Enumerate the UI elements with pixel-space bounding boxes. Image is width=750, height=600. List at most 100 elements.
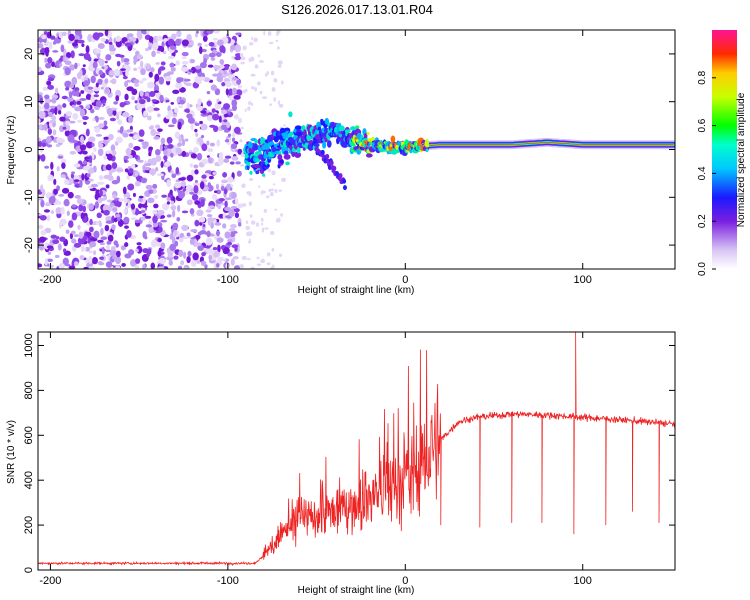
noise-speckle [231, 63, 237, 71]
noise-speckle [170, 200, 175, 205]
noise-speckle [98, 143, 104, 148]
noise-speckle [224, 206, 232, 212]
noise-speckle [104, 30, 109, 37]
noise-speckle [157, 173, 165, 177]
noise-speckle [87, 86, 94, 90]
noise-speckle [100, 37, 107, 42]
noise-speckle [81, 43, 85, 47]
noise-speckle [65, 52, 72, 59]
noise-speckle [134, 171, 139, 177]
noise-speckle [76, 198, 84, 205]
noise-speckle [110, 144, 116, 152]
noise-speckle [124, 42, 132, 47]
noise-speckle [95, 82, 99, 88]
noise-speckle [107, 153, 113, 161]
noise-speckle [230, 191, 237, 199]
noise-speckle [214, 88, 221, 96]
noise-speckle [70, 50, 75, 59]
noise-speckle [140, 68, 146, 76]
noise-speckle [98, 69, 103, 76]
noise-speckle [199, 76, 206, 81]
noise-speckle [200, 198, 205, 207]
signal-blob [350, 126, 356, 131]
noise-speckle [38, 242, 45, 251]
noise-speckle [276, 46, 280, 50]
noise-speckle [126, 86, 134, 92]
noise-speckle [97, 261, 103, 266]
noise-speckle [111, 180, 119, 185]
noise-speckle [167, 250, 174, 258]
noise-speckle [182, 236, 189, 240]
noise-speckle [170, 66, 176, 72]
noise-speckle [108, 170, 113, 177]
noise-speckle [218, 64, 225, 70]
noise-speckle [115, 35, 122, 42]
noise-speckle [148, 146, 154, 151]
noise-speckle [133, 79, 140, 84]
noise-speckle [173, 255, 179, 260]
noise-speckle [61, 162, 66, 170]
noise-speckle [158, 257, 167, 265]
noise-speckle [226, 121, 231, 129]
noise-speckle [155, 155, 162, 162]
noise-speckle [40, 199, 45, 208]
noise-speckle [281, 177, 287, 182]
noise-speckle [138, 98, 146, 105]
noise-speckle [230, 143, 238, 150]
noise-speckle [150, 125, 154, 130]
noise-speckle [260, 217, 264, 222]
noise-speckle [92, 32, 100, 40]
noise-speckle [206, 30, 214, 35]
noise-speckle [208, 42, 215, 47]
snr-background [38, 332, 675, 570]
noise-speckle [113, 217, 118, 223]
noise-speckle [50, 195, 56, 204]
noise-speckle [170, 102, 175, 105]
noise-speckle [179, 99, 185, 105]
noise-speckle [157, 266, 165, 269]
noise-speckle [193, 146, 199, 153]
noise-speckle [136, 102, 143, 110]
noise-speckle [43, 209, 51, 213]
noise-speckle [152, 222, 159, 228]
noise-speckle [124, 225, 129, 229]
noise-speckle [216, 189, 222, 195]
noise-speckle [171, 117, 177, 125]
noise-speckle [74, 106, 82, 112]
noise-speckle [181, 39, 189, 47]
noise-speckle [274, 188, 278, 193]
y-tick-label: 1000 [23, 333, 35, 357]
noise-speckle [205, 237, 213, 246]
noise-speckle [103, 155, 108, 160]
noise-speckle [83, 247, 87, 252]
noise-speckle [62, 103, 67, 108]
noise-speckle [207, 148, 214, 153]
noise-speckle [128, 168, 134, 174]
noise-speckle [83, 121, 87, 125]
noise-speckle [87, 56, 92, 62]
noise-speckle [169, 233, 174, 240]
noise-speckle [38, 118, 41, 124]
noise-speckle [124, 61, 130, 65]
noise-speckle [166, 197, 171, 201]
noise-speckle [181, 51, 189, 57]
noise-speckle [206, 91, 211, 95]
noise-speckle [160, 160, 164, 168]
noise-speckle [38, 213, 42, 217]
noise-speckle [199, 61, 207, 69]
noise-speckle [200, 260, 207, 267]
noise-speckle [249, 56, 255, 62]
noise-speckle [181, 138, 186, 147]
noise-speckle [213, 65, 221, 69]
noise-speckle [194, 128, 198, 133]
signal-blob [283, 150, 289, 155]
noise-speckle [251, 102, 254, 107]
noise-speckle [148, 189, 154, 194]
noise-speckle [97, 239, 104, 243]
noise-speckle [39, 214, 47, 221]
noise-speckle [274, 208, 278, 211]
noise-speckle [248, 201, 252, 206]
noise-speckle [62, 248, 67, 253]
noise-speckle [144, 163, 152, 167]
y-tick-label: 0 [23, 567, 35, 573]
